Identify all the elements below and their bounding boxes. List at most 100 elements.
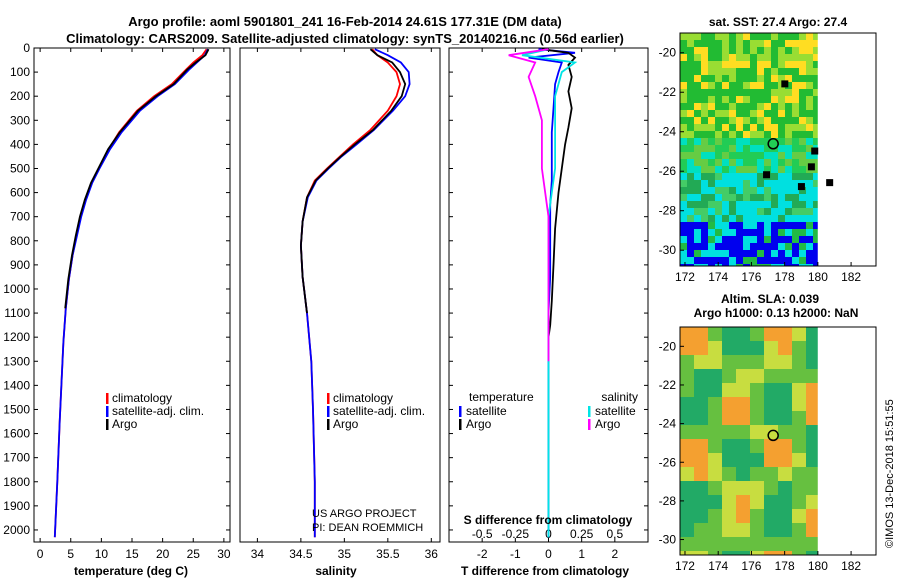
map-cell bbox=[813, 257, 818, 264]
map-cell bbox=[680, 250, 687, 257]
map-cell bbox=[764, 145, 771, 152]
map-cell bbox=[813, 40, 818, 47]
map-cell bbox=[785, 82, 792, 89]
map-cell bbox=[687, 201, 694, 208]
map-cell bbox=[687, 82, 694, 89]
argo-location-marker bbox=[767, 138, 779, 150]
map-cell bbox=[778, 68, 785, 75]
map-cell bbox=[792, 173, 799, 180]
map-cell bbox=[680, 124, 687, 131]
x-tick-label: 174 bbox=[708, 270, 728, 284]
map-cell bbox=[701, 180, 708, 187]
map-cell bbox=[792, 327, 806, 341]
map-cell bbox=[708, 439, 722, 453]
map-cell bbox=[708, 110, 715, 117]
map-cell bbox=[694, 166, 701, 173]
map-cell bbox=[708, 82, 715, 89]
map-cell bbox=[785, 222, 792, 229]
map-cell bbox=[792, 187, 799, 194]
map-cell bbox=[736, 425, 750, 439]
map-cell bbox=[792, 33, 799, 40]
map-cell bbox=[785, 124, 792, 131]
map-cell bbox=[715, 103, 722, 110]
map-cell bbox=[736, 152, 743, 159]
map-cell bbox=[701, 152, 708, 159]
map-cell bbox=[701, 250, 708, 257]
map-cell bbox=[715, 222, 722, 229]
land-pixel bbox=[763, 171, 771, 179]
map-cell bbox=[771, 243, 778, 250]
map-cell bbox=[736, 327, 750, 341]
map-cell bbox=[806, 138, 813, 145]
map-cell bbox=[771, 61, 778, 68]
map-cell bbox=[806, 110, 813, 117]
map-cell bbox=[757, 229, 764, 236]
map-cell bbox=[694, 229, 701, 236]
map-cell bbox=[722, 243, 729, 250]
map-cell bbox=[680, 103, 687, 110]
map-cell bbox=[778, 369, 792, 383]
map-cell bbox=[806, 229, 813, 236]
x-tick-label: 174 bbox=[708, 559, 728, 573]
map-cell bbox=[694, 103, 701, 110]
map-cell bbox=[778, 523, 792, 537]
x-tick-label: 182 bbox=[841, 270, 861, 284]
legend-swatch bbox=[459, 406, 462, 417]
map-cell bbox=[813, 131, 818, 138]
map-cell bbox=[813, 208, 818, 215]
map-cell bbox=[771, 47, 778, 54]
map-cell bbox=[694, 411, 708, 425]
map-cell bbox=[743, 173, 750, 180]
map-cell bbox=[743, 236, 750, 243]
diff-series-line bbox=[541, 48, 577, 338]
map-cell bbox=[792, 355, 806, 369]
map-cell bbox=[722, 180, 729, 187]
map-cell bbox=[771, 166, 778, 173]
map-cell bbox=[813, 180, 818, 187]
map-cell bbox=[680, 425, 694, 439]
map-cell bbox=[813, 47, 818, 54]
map-cell bbox=[708, 103, 715, 110]
map-cell bbox=[806, 187, 813, 194]
map-cell bbox=[687, 208, 694, 215]
map-cell bbox=[708, 145, 715, 152]
map-cell bbox=[736, 495, 750, 509]
map-cell bbox=[701, 215, 708, 222]
map-cell bbox=[729, 89, 736, 96]
map-cell bbox=[778, 243, 785, 250]
map-cell bbox=[694, 68, 701, 75]
map-cell bbox=[701, 33, 708, 40]
map-cell bbox=[708, 68, 715, 75]
map-cell bbox=[764, 411, 778, 425]
map-cell bbox=[750, 47, 757, 54]
map-cell bbox=[799, 222, 806, 229]
map-cell bbox=[750, 117, 757, 124]
y-tick-label: 100 bbox=[10, 65, 30, 79]
sla-map-title: Altim. SLA: 0.039 bbox=[721, 292, 819, 306]
map-cell bbox=[813, 138, 818, 145]
map-cell bbox=[764, 215, 771, 222]
y-tick-label: 1900 bbox=[3, 499, 30, 513]
map-cell bbox=[792, 250, 799, 257]
map-cell bbox=[708, 236, 715, 243]
map-cell bbox=[722, 96, 729, 103]
map-cell bbox=[736, 103, 743, 110]
map-cell bbox=[750, 180, 757, 187]
map-cell bbox=[799, 103, 806, 110]
map-cell bbox=[792, 495, 806, 509]
map-cell bbox=[722, 47, 729, 54]
map-cell bbox=[708, 180, 715, 187]
map-cell bbox=[764, 229, 771, 236]
map-cell bbox=[806, 75, 813, 82]
map-cell bbox=[778, 75, 785, 82]
map-cell bbox=[764, 194, 771, 201]
map-cell bbox=[680, 138, 687, 145]
map-cell bbox=[736, 222, 743, 229]
map-cell bbox=[757, 222, 764, 229]
map-cell bbox=[757, 145, 764, 152]
map-cell bbox=[722, 159, 729, 166]
x-tick-label: -2 bbox=[477, 547, 488, 561]
map-cell bbox=[701, 75, 708, 82]
map-cell bbox=[743, 124, 750, 131]
map-cell bbox=[687, 159, 694, 166]
